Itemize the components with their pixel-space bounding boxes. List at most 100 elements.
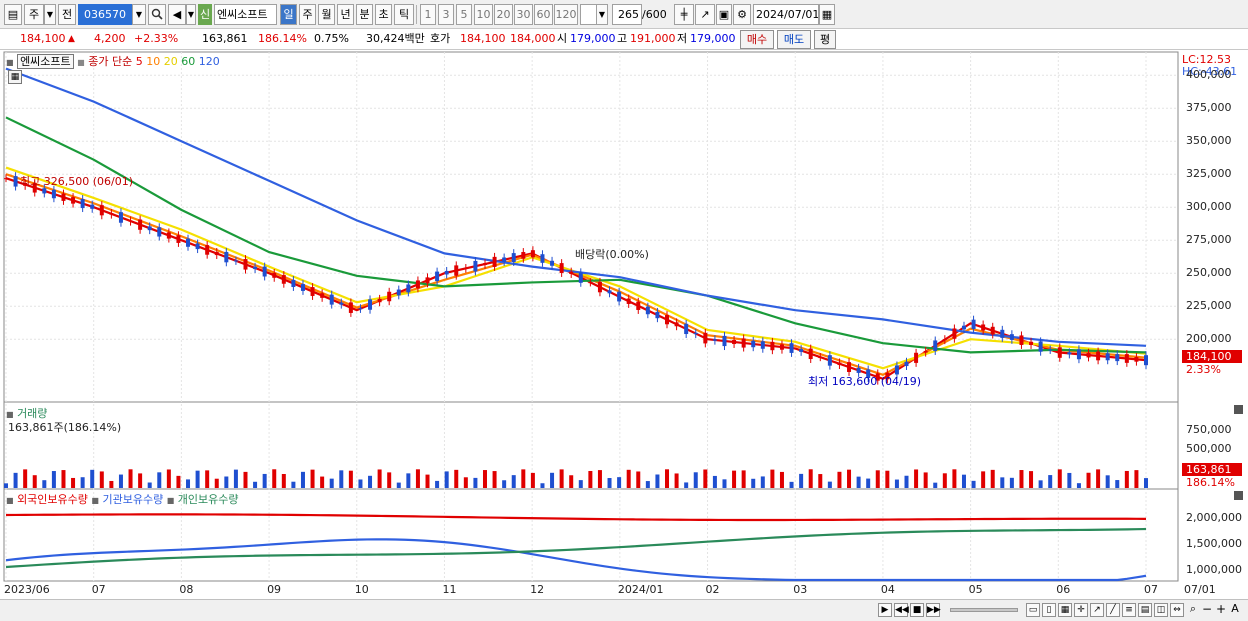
volume-bar [4, 483, 8, 488]
candle-body [818, 357, 823, 359]
crosshair-icon[interactable]: ✛ [1074, 603, 1088, 617]
buy-button[interactable]: 매수 [740, 30, 774, 49]
rate-tag: 2.33% [1186, 363, 1221, 376]
layout-icon[interactable]: ▭ [1026, 603, 1040, 617]
volume-bar [722, 479, 727, 488]
scroll-slider[interactable] [950, 608, 1018, 612]
draw-tool-icon[interactable]: ↗ [695, 4, 715, 25]
new-badge: 신 [198, 4, 212, 25]
font-size-icon[interactable]: A [1231, 602, 1239, 615]
range-icon[interactable]: ⇔ [1170, 603, 1184, 617]
volume-bar [243, 471, 248, 488]
interval-30[interactable]: 30 [514, 4, 533, 25]
volume-bar [195, 470, 200, 488]
tab-period-day[interactable]: 일 [280, 4, 297, 25]
candle-body [569, 271, 574, 275]
volume-bar [1000, 477, 1005, 488]
chart-canvas[interactable] [0, 50, 1248, 599]
volume-bar [856, 476, 861, 488]
eval-button[interactable]: 평 [814, 30, 836, 49]
sell-button[interactable]: 매도 [777, 30, 811, 49]
rewind-icon[interactable]: ◀◀ [894, 603, 909, 617]
hc-label: HC:-43.61 [1182, 65, 1238, 78]
chevron-down-icon[interactable]: ▼ [132, 4, 146, 25]
trend-icon[interactable]: ↗ [1090, 603, 1104, 617]
foreign-holding-legend: 외국인보유수량 [17, 493, 88, 506]
price-tick-label: 325,000 [1186, 167, 1232, 181]
fib-icon[interactable]: ≡ [1122, 603, 1136, 617]
candle-body [856, 367, 861, 373]
holding-panel-close-icon[interactable] [1234, 491, 1243, 500]
period-dropdown[interactable]: 주 [24, 4, 44, 25]
candle-body [511, 253, 516, 263]
candle-body [482, 263, 487, 265]
candle-icon[interactable]: ╪ [674, 4, 694, 25]
tab-period-week[interactable]: 주 [299, 4, 316, 25]
interval-10[interactable]: 10 [474, 4, 493, 25]
layout-split-icon[interactable]: ▯ [1042, 603, 1056, 617]
window-menu-icon[interactable]: ▤ [4, 4, 22, 25]
high-label: 고 [617, 32, 628, 45]
interval-120[interactable]: 120 [554, 4, 578, 25]
data-count-input[interactable]: 265 [612, 4, 642, 25]
play-icon[interactable]: ▶ [878, 603, 892, 617]
layout-grid-icon[interactable]: ▦ [1058, 603, 1072, 617]
line-tool-icon[interactable]: ╱ [1106, 603, 1120, 617]
gear-icon[interactable]: ⚙ [733, 4, 751, 25]
x-tick-label: 11 [442, 583, 457, 596]
holding-tick-label: 1,500,000 [1186, 536, 1242, 550]
turnover-rate: 0.75% [314, 32, 349, 45]
zoom-icon[interactable]: ⌕ [1189, 602, 1197, 615]
compare-icon[interactable]: ◫ [1154, 603, 1168, 617]
chart-type-icon[interactable]: ▤ [1138, 603, 1152, 617]
chevron-down-icon[interactable]: ▼ [186, 4, 196, 25]
volume-bar [13, 472, 18, 488]
volume-bar [981, 471, 986, 488]
fast-forward-icon[interactable]: ▶▶ [926, 603, 941, 617]
zoom-in-icon[interactable]: + [1215, 602, 1227, 616]
candle-body [281, 275, 286, 284]
zoom-out-icon[interactable]: − [1201, 602, 1213, 616]
tab-period-year[interactable]: 년 [337, 4, 354, 25]
volume-bar [358, 479, 363, 488]
search-icon[interactable] [148, 4, 166, 25]
tab-period-month[interactable]: 월 [318, 4, 335, 25]
table-icon[interactable]: ▦ [8, 70, 22, 84]
interval-3[interactable]: 3 [438, 4, 454, 25]
calendar-icon[interactable]: ▦ [819, 4, 835, 25]
chevron-down-icon[interactable]: ▼ [44, 4, 56, 25]
interval-60[interactable]: 60 [534, 4, 553, 25]
interval-20[interactable]: 20 [494, 4, 513, 25]
x-tick-label: 2024/01 [617, 583, 664, 596]
candle-body [894, 365, 899, 375]
chevron-down-icon[interactable]: ▼ [596, 4, 608, 25]
volume-bar [1019, 470, 1024, 488]
tab-period-second[interactable]: 초 [375, 4, 392, 25]
candle-body [387, 291, 392, 302]
stock-code-input[interactable]: 036570 [78, 4, 132, 25]
chart-area[interactable]: ■ 엔씨소프트 ■ 종가 단순 5 10 20 60 120 ▦ LC:12.5… [0, 50, 1248, 621]
stop-icon[interactable]: ■ [910, 603, 924, 617]
high-annotation: 최고 326,500 (06/01) [20, 175, 134, 188]
prev-button[interactable]: 전 [58, 4, 76, 25]
volume-bar [665, 469, 670, 488]
ma-legend-10: 10 [146, 55, 161, 68]
volume-panel-close-icon[interactable] [1234, 405, 1243, 414]
save-icon[interactable]: ▣ [716, 4, 732, 25]
tab-period-tick[interactable]: 틱 [394, 4, 414, 25]
interval-1[interactable]: 1 [420, 4, 436, 25]
date-input[interactable]: 2024/07/01 [753, 4, 819, 25]
sound-icon[interactable]: ◀ [168, 4, 186, 25]
candle-body [1115, 354, 1120, 362]
volume-title: 거래량 [17, 407, 48, 420]
holding-line-1 [5, 538, 1147, 582]
bid-price: 184,100 [460, 32, 506, 45]
volume-bar [473, 477, 478, 488]
interval-5[interactable]: 5 [456, 4, 472, 25]
tab-period-minute[interactable]: 분 [356, 4, 373, 25]
volume-bar [396, 482, 401, 488]
volume-bar [61, 470, 66, 488]
volume-bar [693, 472, 698, 488]
candle-body [233, 260, 238, 262]
price-change: 4,200 [94, 32, 126, 45]
